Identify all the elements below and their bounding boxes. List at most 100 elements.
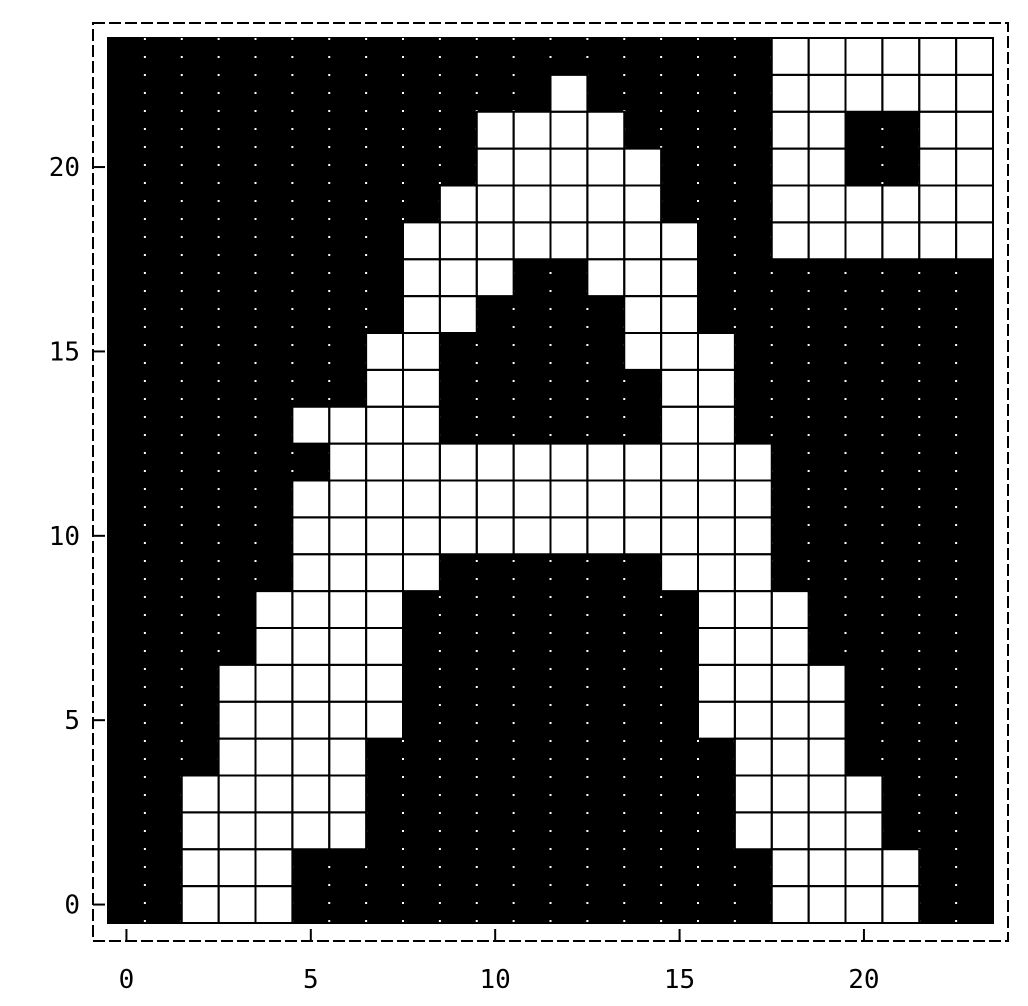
cell-on — [255, 775, 293, 813]
cell-on — [439, 185, 477, 223]
cell-on — [808, 738, 846, 776]
cell-on — [403, 296, 440, 333]
cell-on — [218, 738, 256, 776]
y-tick-label: 15 — [49, 337, 80, 367]
cell-on — [366, 369, 403, 407]
cell-on — [403, 222, 440, 260]
cell-on — [366, 517, 403, 555]
cell-on — [808, 74, 846, 112]
cell-on — [403, 369, 440, 407]
cell-on — [845, 849, 883, 887]
y-tick-label: 10 — [49, 522, 80, 552]
cell-on — [845, 886, 883, 923]
cell-on — [550, 222, 588, 260]
cell-on — [956, 148, 993, 186]
cell-on — [513, 148, 551, 186]
cell-on — [329, 738, 367, 776]
cell-on — [771, 701, 809, 739]
cell-on — [366, 480, 403, 518]
cell-on — [624, 333, 662, 370]
cell-on — [366, 406, 403, 444]
cell-on — [882, 74, 920, 112]
cell-on — [292, 775, 330, 813]
cell-on — [771, 74, 809, 112]
cell-on — [808, 222, 846, 260]
cell-on — [734, 628, 772, 665]
cell-on — [845, 38, 883, 75]
cell-on — [771, 185, 809, 223]
cell-on — [919, 74, 957, 112]
x-tick-label: 0 — [119, 965, 135, 995]
cell-layer — [181, 38, 993, 923]
cell-on — [366, 628, 403, 665]
cell-on — [476, 443, 514, 481]
cell-on — [587, 148, 625, 186]
cell-on — [403, 443, 440, 481]
cell-on — [661, 259, 698, 297]
cell-on — [919, 185, 957, 223]
cell-on — [698, 333, 735, 370]
cell-on — [255, 664, 293, 702]
cell-on — [919, 38, 957, 75]
cell-on — [329, 701, 367, 739]
cell-on — [808, 185, 846, 223]
cell-on — [919, 222, 957, 260]
cell-on — [366, 554, 403, 592]
cell-on — [403, 480, 440, 518]
cell-on — [698, 664, 735, 702]
cell-on — [439, 480, 477, 518]
cell-on — [476, 111, 514, 149]
cell-on — [734, 738, 772, 776]
cell-on — [661, 222, 698, 260]
cell-on — [181, 886, 219, 923]
cell-on — [808, 812, 846, 850]
cell-on — [366, 591, 403, 628]
cell-on — [771, 849, 809, 887]
cell-on — [292, 517, 330, 555]
cell-on — [329, 554, 367, 592]
cell-on — [698, 554, 735, 592]
cell-on — [255, 812, 293, 850]
cell-on — [956, 74, 993, 112]
cell-on — [698, 591, 735, 628]
cell-on — [255, 628, 293, 665]
cell-on — [661, 443, 698, 481]
cell-on — [956, 111, 993, 149]
cell-on — [771, 591, 809, 628]
cell-on — [550, 74, 588, 112]
cell-on — [661, 517, 698, 555]
cell-on — [292, 554, 330, 592]
cell-on — [255, 591, 293, 628]
x-tick-label: 5 — [303, 965, 319, 995]
cell-on — [882, 185, 920, 223]
cell-on — [218, 849, 256, 887]
x-axis: 0 5 10 15 20 — [119, 929, 880, 995]
cell-on — [403, 259, 440, 297]
cell-on — [808, 886, 846, 923]
cell-on — [882, 849, 920, 887]
cell-on — [882, 222, 920, 260]
cell-on — [698, 517, 735, 555]
cell-on — [366, 664, 403, 702]
cell-on — [255, 738, 293, 776]
cell-on — [439, 259, 477, 297]
cell-on — [292, 701, 330, 739]
cell-on — [771, 111, 809, 149]
cell-on — [624, 443, 662, 481]
cell-on — [329, 664, 367, 702]
cell-on — [734, 701, 772, 739]
cell-on — [513, 480, 551, 518]
cell-on — [476, 185, 514, 223]
cell-on — [661, 333, 698, 370]
cell-on — [624, 185, 662, 223]
cell-on — [587, 222, 625, 260]
cell-on — [292, 664, 330, 702]
cell-border — [438, 295, 478, 334]
cell-on — [661, 406, 698, 444]
cell-on — [292, 738, 330, 776]
cell-on — [329, 443, 367, 481]
cell-on — [476, 222, 514, 260]
cell-on — [624, 259, 662, 297]
cell-on — [624, 148, 662, 186]
cell-on — [218, 886, 256, 923]
